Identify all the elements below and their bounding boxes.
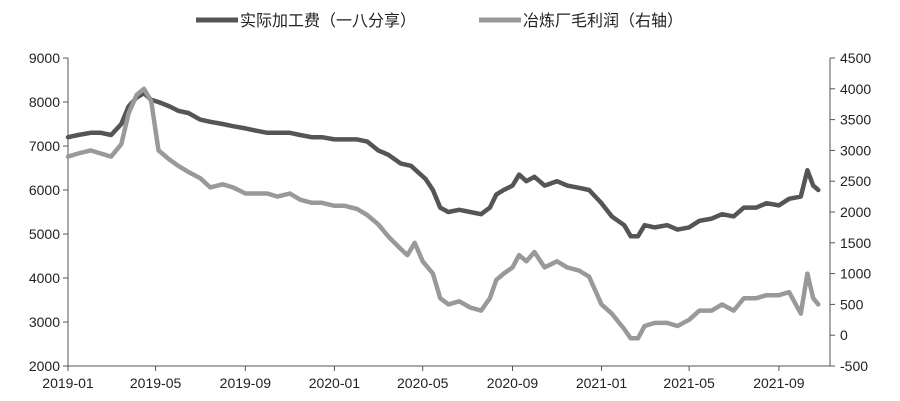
right-y-tick-label: 3500: [840, 112, 871, 128]
right-y-tick-label: 500: [840, 296, 864, 312]
right-y-tick-label: 1000: [840, 266, 871, 282]
left-y-ticks: 9000 8000 7000 6000 5000 4000 3000 2000: [29, 50, 68, 374]
left-y-tick-label: 2000: [29, 358, 60, 374]
x-tick-label: 2021-01: [576, 375, 628, 391]
series-line-1: [65, 90, 821, 239]
left-y-tick-label: 3000: [29, 314, 60, 330]
right-y-tick-label: 4000: [840, 81, 871, 97]
right-y-tick-label: 4500: [840, 50, 871, 66]
right-y-ticks: 4500 4000 3500 3000 2500 2000 1500 1000 500 0 -500: [830, 50, 871, 374]
x-tick-label: 2020-05: [397, 375, 449, 391]
x-tick-label: 2020-09: [487, 375, 539, 391]
x-tick-label: 2021-05: [663, 375, 715, 391]
left-y-tick-label: 6000: [29, 182, 60, 198]
right-y-tick-label: 2000: [840, 204, 871, 220]
right-y-tick-label: 3000: [840, 142, 871, 158]
x-tick-label: 2020-01: [309, 375, 361, 391]
x-tick-label: 2019-01: [42, 375, 94, 391]
legend: 实际加工费（一八分享） 冶炼厂毛利润（右轴）: [196, 11, 683, 30]
left-y-tick-label: 7000: [29, 138, 60, 154]
left-y-tick-label: 9000: [29, 50, 60, 66]
right-y-tick-label: 0: [840, 327, 848, 343]
left-y-tick-label: 8000: [29, 94, 60, 110]
legend-label-series-1: 实际加工费（一八分享）: [240, 11, 416, 30]
left-y-tick-label: 5000: [29, 226, 60, 242]
right-y-tick-label: 1500: [840, 235, 871, 251]
right-y-tick-label: 2500: [840, 173, 871, 189]
x-tick-label: 2021-09: [753, 375, 805, 391]
x-tick-label: 2019-09: [220, 375, 272, 391]
series-lines: [65, 86, 821, 341]
right-y-tick-label: -500: [840, 358, 868, 374]
legend-label-series-2: 冶炼厂毛利润（右轴）: [523, 11, 683, 30]
left-y-tick-label: 4000: [29, 270, 60, 286]
x-ticks: 2019-01 2019-05 2019-09 2020-01 2020-05 2020-…: [42, 366, 805, 391]
x-tick-label: 2019-05: [130, 375, 182, 391]
series-line-2: [65, 86, 821, 341]
